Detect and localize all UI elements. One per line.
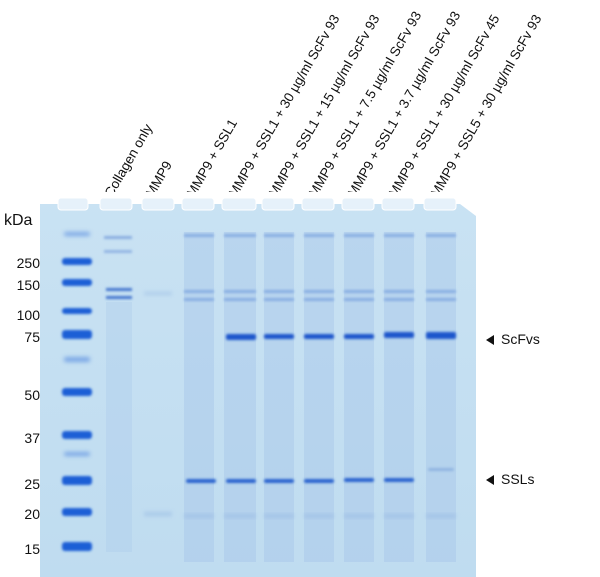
marker-scfvs-text: ScFvs: [501, 331, 540, 347]
gel-image: [40, 192, 476, 577]
ladder-faint: [64, 232, 90, 456]
lane-mmp9-bands: [144, 292, 172, 516]
lane-collagen-smear: [106, 302, 132, 552]
low-mw-faint-bands: [184, 514, 456, 518]
sample-lane-smears: [184, 232, 456, 562]
ssl-bands: [186, 468, 454, 483]
mw-label-20: 20: [24, 506, 40, 522]
mw-label-250: 250: [16, 255, 40, 271]
marker-ssls-text: SSLs: [501, 471, 535, 487]
wells: [57, 197, 457, 211]
scfv-bands: [226, 332, 456, 340]
kda-axis-title: kDa: [4, 212, 33, 229]
lane-collagen-bands: [104, 236, 132, 299]
ladder-bands: [62, 258, 92, 551]
arrow-left-icon: [486, 335, 494, 345]
mw-label-150: 150: [16, 277, 40, 293]
mw-label-100: 100: [16, 307, 40, 323]
marker-scfvs: ScFvs: [486, 331, 540, 347]
mw-label-15: 15: [24, 541, 40, 557]
mw-label-25: 25: [24, 476, 40, 492]
mw-label-37: 37: [24, 430, 40, 446]
high-mw-faint-bands: [184, 234, 456, 301]
mw-label-50: 50: [24, 387, 40, 403]
arrow-left-icon: [486, 475, 494, 485]
marker-ssls: SSLs: [486, 471, 534, 487]
mw-label-75: 75: [24, 329, 40, 345]
